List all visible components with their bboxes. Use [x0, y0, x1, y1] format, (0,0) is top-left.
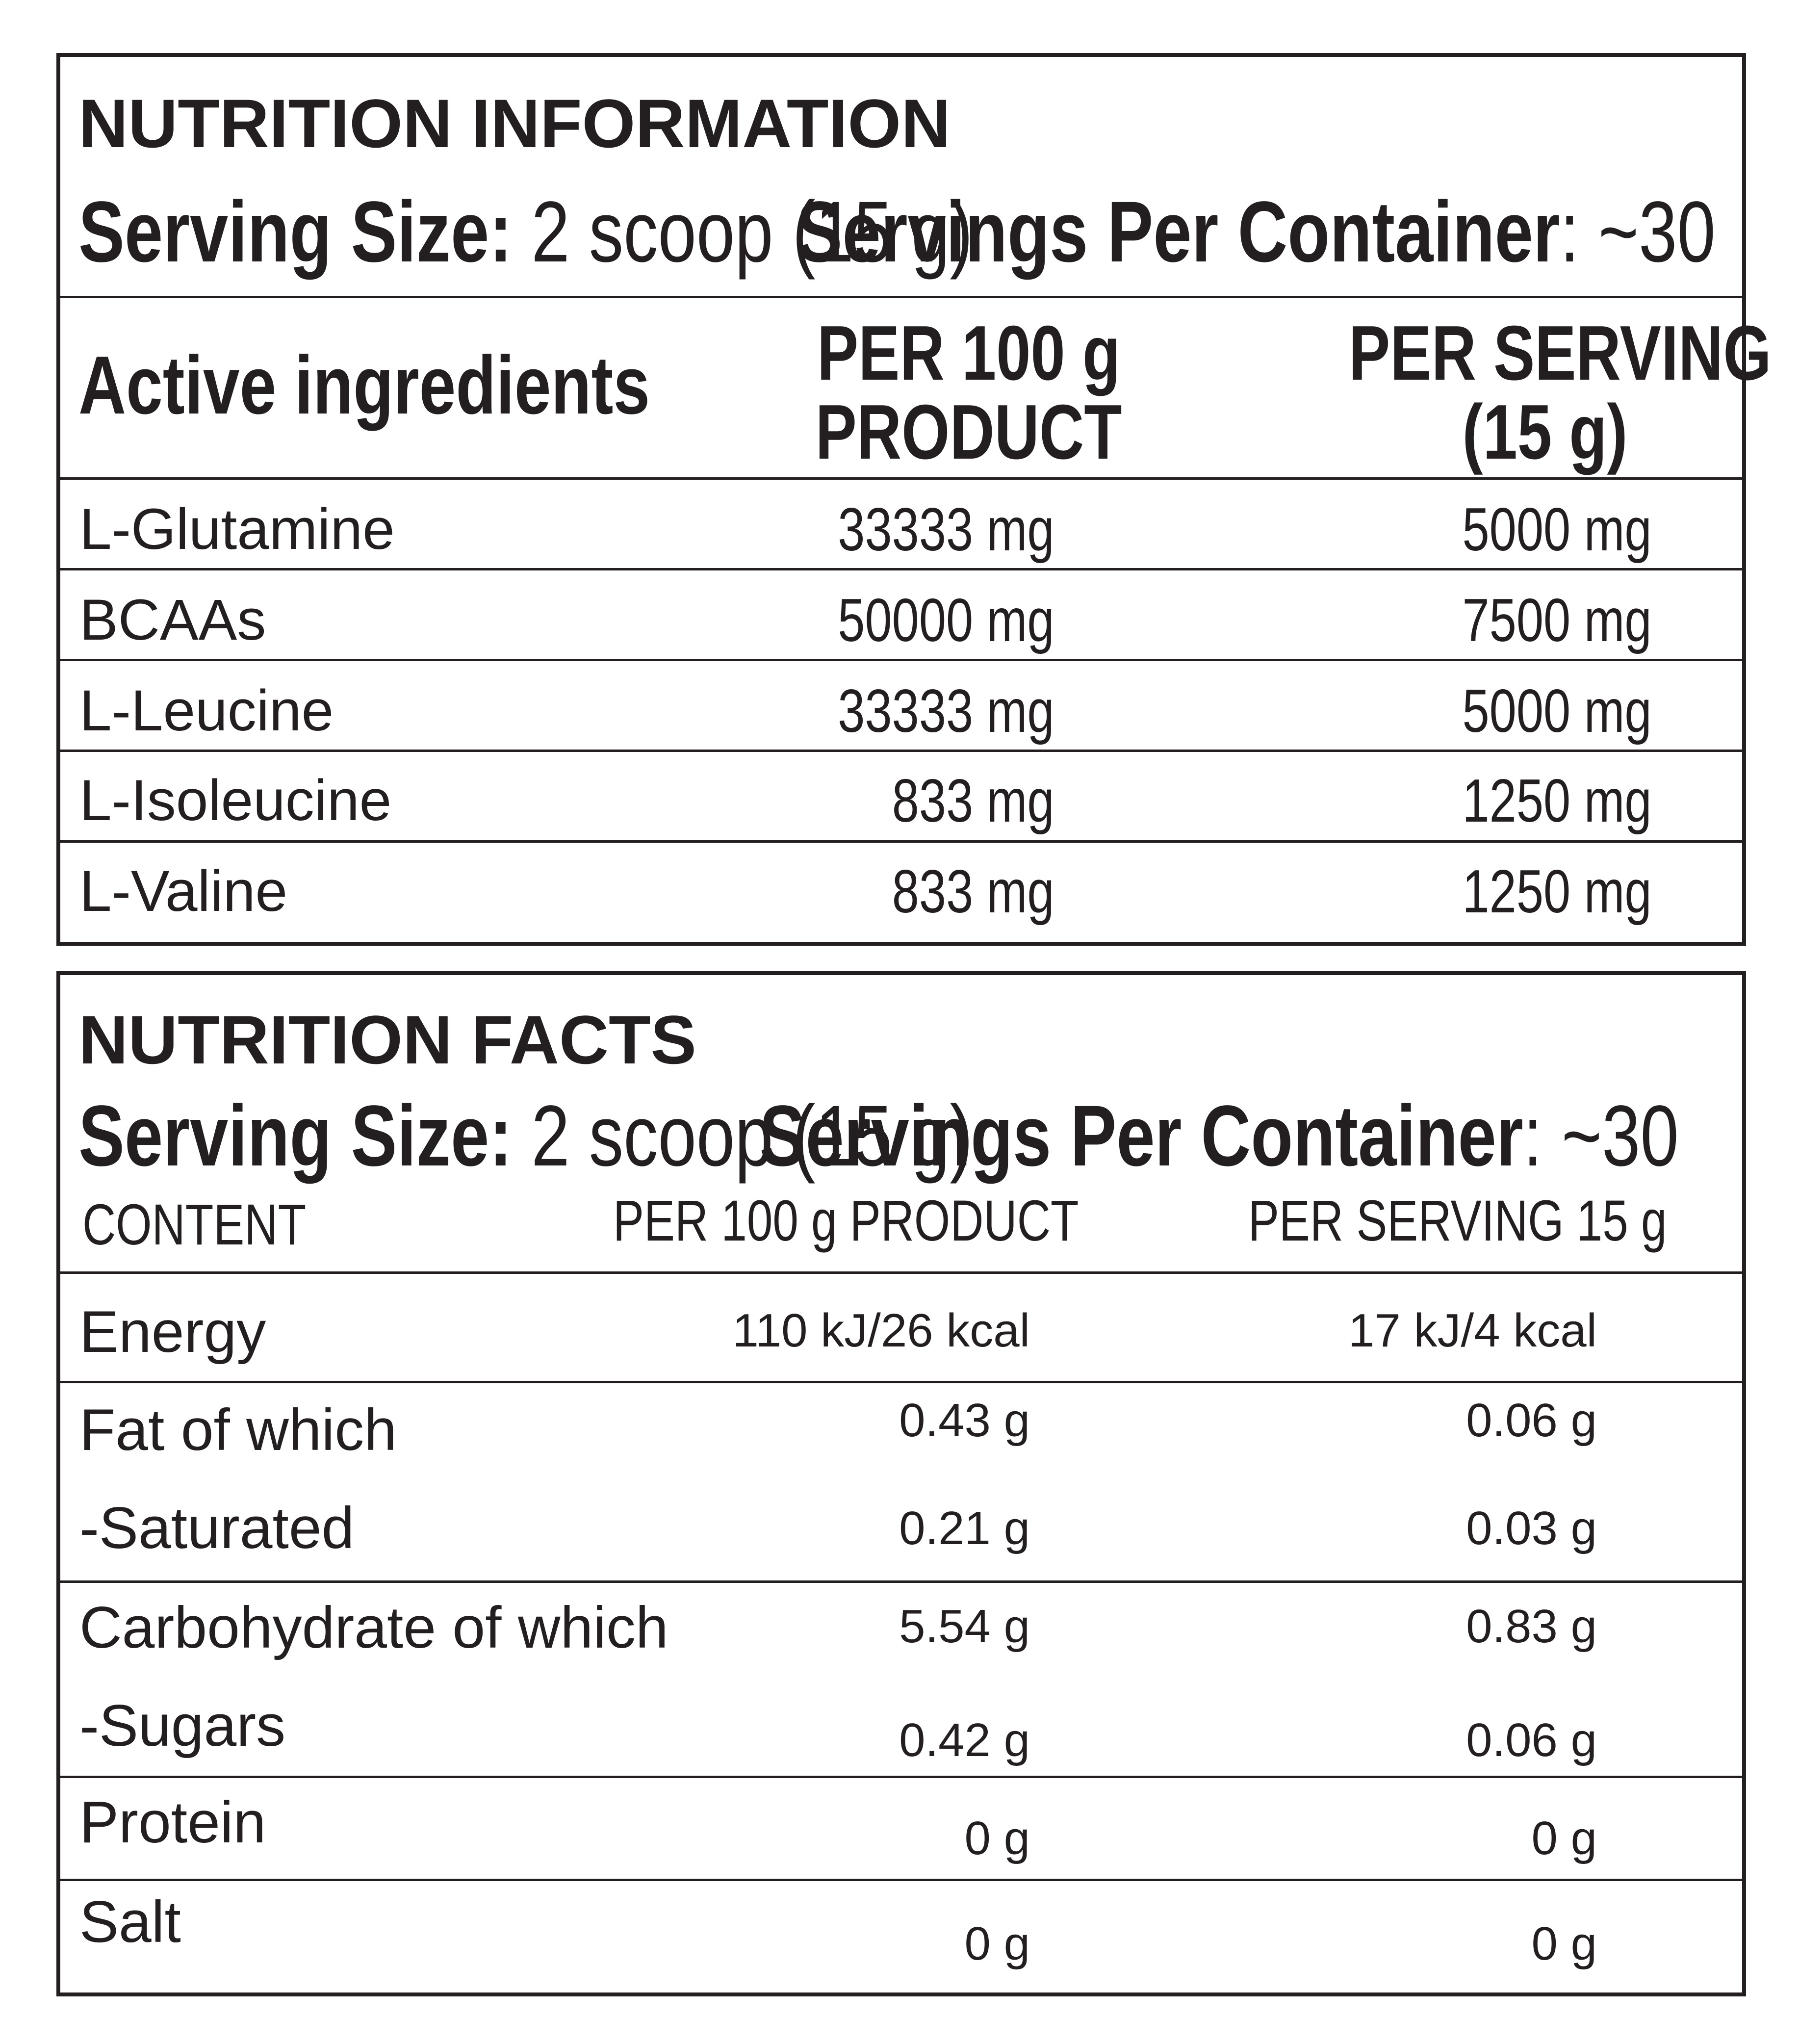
serving-size-value: 2 scoop (15 g) [512, 184, 973, 280]
column-header-per-serving-15g: PER SERVING 15 g [1248, 1189, 1667, 1253]
serving-size-label: Serving Size: [78, 1088, 513, 1184]
column-header-per-100g-line2: PRODUCT [815, 389, 1122, 476]
ingredient-name: L-Isoleucine [79, 768, 392, 833]
column-header-per-serving-line2: (15 g) [1462, 389, 1628, 476]
nutrient-per-100g: 0.21 g [899, 1502, 1030, 1554]
info-serving-size: Serving Size: 2 scoop (15 g) [78, 189, 973, 275]
nutrition-facts-panel [56, 971, 1746, 1996]
nutrient-per-100g: 110 kJ/26 kcal [732, 1304, 1030, 1357]
nutrient-per-serving: 17 kJ/4 kcal [1348, 1304, 1597, 1357]
divider [60, 750, 1743, 752]
nutrient-per-100g: 5.54 g [899, 1600, 1030, 1653]
ingredient-per-serving: 7500 mg [1462, 587, 1652, 654]
ingredient-name: L-Valine [79, 859, 288, 924]
ingredient-name: L-Glutamine [79, 497, 395, 562]
nutrient-per-serving: 0.06 g [1466, 1714, 1597, 1766]
divider [60, 659, 1743, 661]
divider [60, 1381, 1743, 1383]
nutrient-name: Fat of which [79, 1397, 397, 1463]
divider [60, 568, 1743, 570]
facts-serving-size: Serving Size: 2 scoop (15 g) [78, 1093, 973, 1179]
nutrient-name: Salt [79, 1889, 181, 1955]
servings-per-container-value: : ~30 [1523, 1088, 1679, 1184]
nutrient-per-serving: 0 g [1531, 1917, 1597, 1970]
servings-per-container-value: : ~30 [1560, 184, 1716, 280]
divider [60, 477, 1743, 480]
nutrient-name: -Saturated [79, 1495, 355, 1561]
column-header-per-100g-product: PER 100 g PRODUCT [613, 1189, 1079, 1253]
nutrition-facts-title: NUTRITION FACTS [78, 1001, 696, 1078]
servings-per-container-label: Servings Per Container [759, 1088, 1523, 1184]
info-servings-per-container: Servings Per Container: ~30 [797, 189, 1716, 275]
nutrient-per-100g: 0.43 g [899, 1394, 1030, 1447]
ingredient-per-100g: 833 mg [892, 858, 1054, 926]
serving-size-label: Serving Size: [78, 184, 513, 280]
nutrient-per-100g: 0.42 g [899, 1714, 1030, 1766]
facts-servings-per-container: Servings Per Container: ~30 [760, 1093, 1679, 1179]
column-header-per-serving: PER SERVING (15 g) [1349, 310, 1772, 476]
divider [60, 1580, 1743, 1583]
divider [60, 1271, 1743, 1274]
nutrient-per-100g: 0 g [964, 1812, 1030, 1864]
ingredient-per-serving: 1250 mg [1462, 858, 1652, 926]
nutrient-name: Protein [79, 1789, 266, 1855]
nutrient-per-100g: 0 g [964, 1917, 1030, 1970]
divider [60, 840, 1743, 843]
ingredient-per-100g: 33333 mg [838, 677, 1054, 745]
ingredient-per-serving: 5000 mg [1462, 677, 1652, 745]
ingredient-per-serving: 1250 mg [1462, 767, 1652, 835]
serving-size-value: 2 scoop (15 g) [512, 1088, 973, 1184]
divider [60, 1776, 1743, 1778]
nutrient-name: -Sugars [79, 1693, 286, 1759]
column-header-content: CONTENT [82, 1192, 307, 1257]
nutrient-per-serving: 0.83 g [1466, 1600, 1597, 1653]
divider [60, 296, 1743, 298]
nutrient-name: Carbohydrate of which [79, 1595, 668, 1660]
servings-per-container-label: Servings Per Container [796, 184, 1560, 280]
ingredient-per-100g: 33333 mg [838, 496, 1054, 564]
nutrient-per-serving: 0.03 g [1466, 1502, 1597, 1554]
nutrition-information-panel [56, 53, 1746, 946]
nutrition-information-title: NUTRITION INFORMATION [78, 85, 951, 162]
divider [60, 1879, 1743, 1881]
ingredient-per-serving: 5000 mg [1462, 496, 1652, 564]
nutrient-name: Energy [79, 1299, 266, 1365]
ingredient-name: L-Leucine [79, 678, 334, 743]
column-header-per-100g: PER 100 g PRODUCT [782, 310, 1155, 476]
column-header-active-ingredients: Active ingredients [78, 339, 650, 431]
nutrient-per-serving: 0.06 g [1466, 1394, 1597, 1447]
nutrient-per-serving: 0 g [1531, 1812, 1597, 1864]
column-header-per-100g-line1: PER 100 g [817, 310, 1121, 396]
ingredient-per-100g: 833 mg [892, 767, 1054, 835]
ingredient-name: BCAAs [79, 588, 266, 652]
ingredient-per-100g: 50000 mg [838, 587, 1054, 654]
column-header-per-serving-line1: PER SERVING [1349, 310, 1772, 396]
